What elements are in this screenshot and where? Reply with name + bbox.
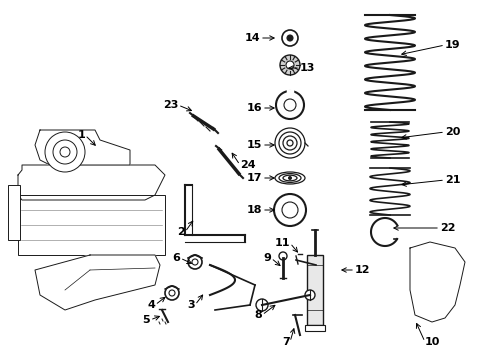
Text: 22: 22: [439, 223, 454, 233]
Text: 3: 3: [187, 300, 195, 310]
Text: 10: 10: [424, 337, 440, 347]
Text: 23: 23: [163, 100, 178, 110]
Bar: [18, 195, 164, 255]
Circle shape: [187, 255, 202, 269]
Circle shape: [256, 299, 267, 311]
Text: 9: 9: [263, 253, 270, 263]
Circle shape: [285, 61, 293, 69]
Circle shape: [280, 55, 299, 75]
Text: 13: 13: [299, 63, 315, 73]
Text: 17: 17: [246, 173, 262, 183]
Text: 24: 24: [240, 160, 255, 170]
Text: 11: 11: [274, 238, 289, 248]
Text: 12: 12: [354, 265, 370, 275]
Text: 5: 5: [142, 315, 150, 325]
Text: 2: 2: [177, 227, 184, 237]
Text: 14: 14: [244, 33, 260, 43]
Circle shape: [287, 176, 291, 180]
Text: 19: 19: [444, 40, 460, 50]
Text: 4: 4: [147, 300, 155, 310]
Text: 15: 15: [246, 140, 262, 150]
Text: 6: 6: [172, 253, 180, 263]
Text: 21: 21: [444, 175, 460, 185]
Text: 20: 20: [444, 127, 459, 137]
Bar: [8, 185, 20, 240]
Circle shape: [431, 277, 447, 293]
Circle shape: [279, 252, 286, 260]
Circle shape: [60, 147, 70, 157]
Polygon shape: [409, 242, 464, 322]
Circle shape: [164, 286, 179, 300]
Polygon shape: [35, 130, 130, 165]
Circle shape: [45, 132, 85, 172]
Text: 7: 7: [282, 337, 289, 347]
Circle shape: [286, 35, 292, 41]
Text: 8: 8: [254, 310, 262, 320]
Text: 18: 18: [246, 205, 262, 215]
Text: 16: 16: [246, 103, 262, 113]
Bar: [306, 255, 323, 325]
Text: 1: 1: [77, 130, 85, 140]
Polygon shape: [18, 165, 164, 200]
Circle shape: [305, 290, 314, 300]
Bar: [305, 325, 325, 331]
Polygon shape: [35, 255, 160, 310]
